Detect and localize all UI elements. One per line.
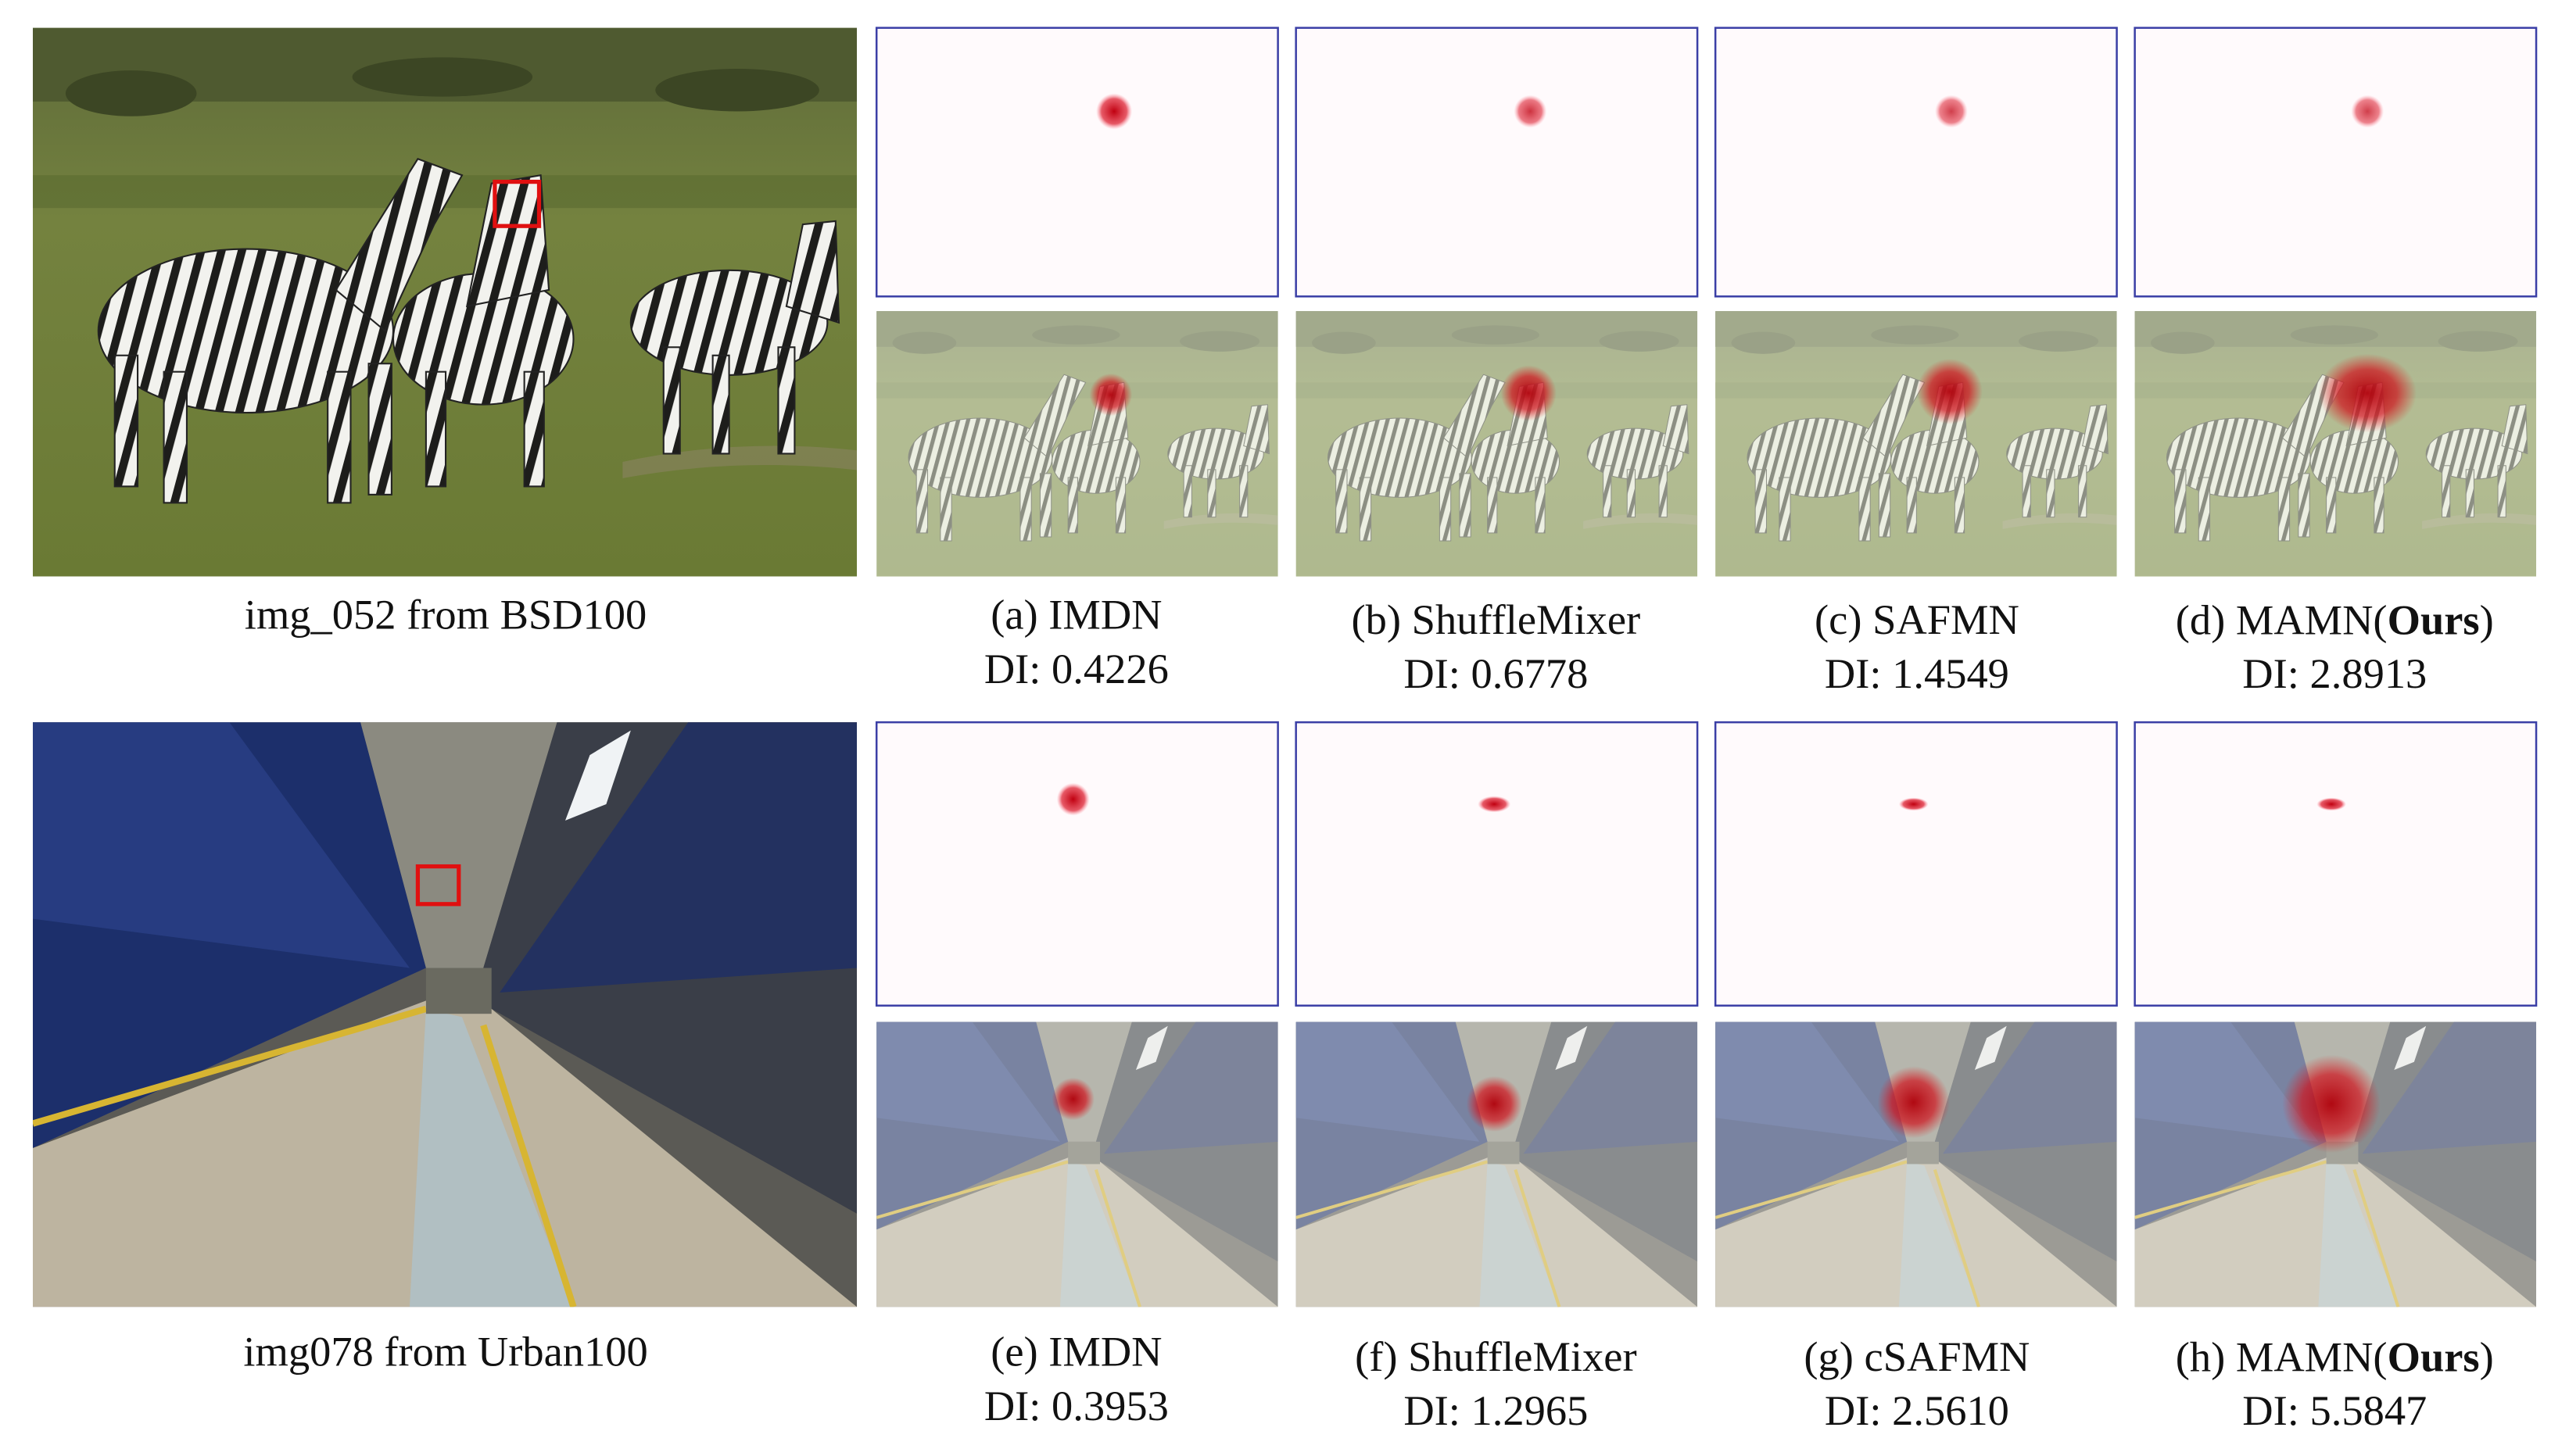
method-label: (e) IMDN — [991, 1328, 1162, 1376]
method-label: (a) IMDN — [991, 591, 1162, 639]
region-marker — [493, 179, 542, 228]
overlay-blob — [1089, 373, 1133, 417]
heatmap — [875, 27, 1279, 298]
heatmap-blob — [1934, 95, 1968, 128]
method-label: (f) ShuffleMixer — [1355, 1333, 1637, 1380]
overlay-blob — [1052, 1077, 1095, 1121]
source-caption: img_052 from BSD100 — [245, 591, 647, 639]
heatmap-blob — [1898, 797, 1929, 811]
heatmaps-row-2 — [875, 721, 2538, 1007]
label-bold: Ours — [2388, 596, 2480, 643]
method-score: DI: 0.4226 — [984, 645, 1169, 692]
method-label: (h) MAMN(Ours) — [2176, 1333, 2494, 1380]
heatmap — [1714, 27, 2118, 298]
method-label: (g) cSAFMN — [1804, 1333, 2030, 1380]
source-caption: img078 from Urban100 — [243, 1328, 647, 1376]
heatmap-blob — [2351, 95, 2384, 128]
overlay-blob — [1500, 365, 1557, 421]
method-score: DI: 1.2965 — [1403, 1386, 1588, 1434]
overlay-blob — [1877, 1066, 1950, 1139]
source-image — [33, 722, 857, 1307]
heatmap-blob — [1478, 796, 1511, 813]
heatmap — [875, 721, 1279, 1007]
heatmap — [2134, 27, 2538, 298]
heatmap — [1295, 27, 1699, 298]
method-score: DI: 0.6778 — [1403, 649, 1588, 697]
overlays-row-1 — [876, 311, 2537, 577]
method-score: DI: 2.5610 — [1825, 1386, 2009, 1434]
heatmap — [1714, 721, 2118, 1007]
label-bold: Ours — [2388, 1333, 2480, 1380]
method-score: DI: 1.4549 — [1825, 649, 2009, 697]
heatmap — [1295, 721, 1699, 1007]
heatmap-blob — [2316, 797, 2346, 811]
label: (h) MAMN( — [2176, 1333, 2388, 1380]
region-marker — [415, 864, 461, 907]
method-score: DI: 2.8913 — [2242, 649, 2427, 697]
overlay-blob — [1466, 1075, 1522, 1132]
method-label: (d) MAMN(Ours) — [2176, 596, 2494, 643]
method-label: (b) ShuffleMixer — [1352, 596, 1641, 643]
captions-row-1: (a) IMDN DI: 0.4226 (b) ShuffleMixer DI:… — [984, 591, 2494, 697]
method-score: DI: 0.3953 — [984, 1382, 1169, 1429]
heatmap — [2134, 721, 2538, 1007]
heatmap-blob — [1096, 93, 1133, 130]
overlay-blob — [2318, 353, 2417, 433]
method-score: DI: 5.5847 — [2242, 1386, 2427, 1434]
overlay-blob — [2282, 1054, 2381, 1154]
heatmap-blob — [1056, 782, 1090, 816]
method-label: (c) SAFMN — [1815, 596, 2019, 643]
label-end: ) — [2480, 596, 2494, 643]
overlay-blob — [1916, 358, 1983, 424]
label: (d) MAMN( — [2176, 596, 2388, 643]
heatmaps-row-1 — [875, 27, 2538, 298]
label-end: ) — [2480, 1333, 2494, 1380]
heatmap-blob — [1514, 95, 1547, 128]
source-image — [32, 27, 858, 577]
overlays-row-2 — [876, 1022, 2536, 1308]
captions-row-2: (e) IMDN DI: 0.3953 (f) ShuffleMixer DI:… — [984, 1328, 2494, 1434]
